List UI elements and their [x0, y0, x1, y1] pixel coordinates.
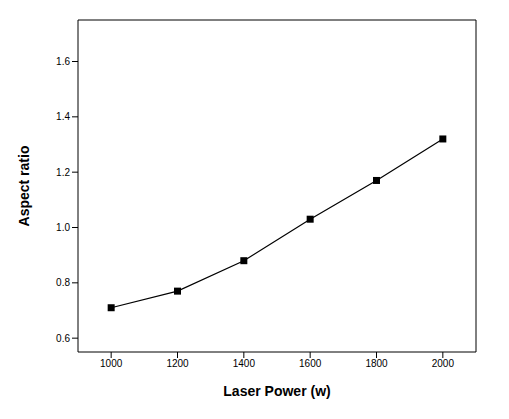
- svg-text:0.6: 0.6: [56, 333, 70, 344]
- svg-text:1000: 1000: [100, 358, 123, 369]
- svg-text:1400: 1400: [233, 358, 256, 369]
- svg-text:1.6: 1.6: [56, 56, 70, 67]
- svg-text:1.4: 1.4: [56, 111, 70, 122]
- svg-text:1.2: 1.2: [56, 167, 70, 178]
- svg-text:1200: 1200: [166, 358, 189, 369]
- svg-text:2000: 2000: [432, 358, 455, 369]
- svg-text:Laser Power (w): Laser Power (w): [223, 383, 330, 399]
- svg-text:1800: 1800: [365, 358, 388, 369]
- svg-text:1600: 1600: [299, 358, 322, 369]
- svg-text:Aspect ratio: Aspect ratio: [16, 146, 32, 227]
- svg-text:0.8: 0.8: [56, 277, 70, 288]
- svg-text:1.0: 1.0: [56, 222, 70, 233]
